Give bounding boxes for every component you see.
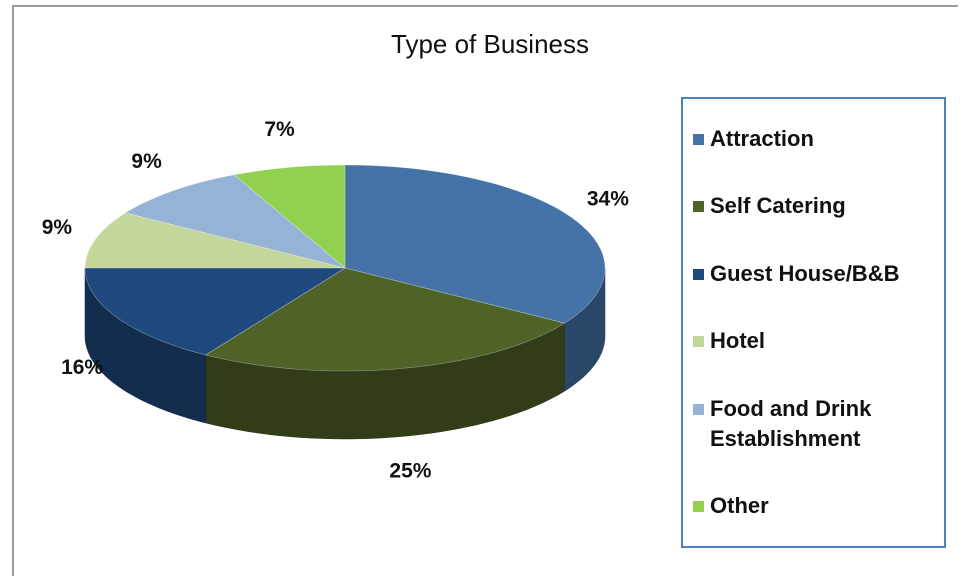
slice bbox=[233, 164, 346, 269]
legend-swatch bbox=[693, 201, 704, 213]
legend-swatch bbox=[693, 133, 704, 145]
legend-swatch bbox=[693, 336, 704, 348]
chart-title: Type of Business bbox=[391, 29, 589, 59]
data-label: 25% bbox=[389, 460, 431, 483]
legend-item: Food and Drink Establishment bbox=[693, 394, 944, 454]
chart-frame bbox=[12, 5, 958, 576]
legend-item: Guest House/B&B bbox=[693, 259, 944, 289]
slice bbox=[84, 267, 347, 356]
legend-label: Self Catering bbox=[710, 193, 846, 219]
legend-label: Attraction bbox=[710, 125, 814, 151]
legend-item: Attraction bbox=[693, 124, 944, 154]
legend-label: Other bbox=[710, 493, 769, 519]
legend-label: Food and Drink Establishment bbox=[710, 395, 872, 451]
slice bbox=[344, 164, 606, 324]
legend-swatch bbox=[693, 501, 704, 513]
legend-item: Hotel bbox=[693, 326, 944, 356]
legend-item: Other bbox=[693, 491, 944, 521]
data-label: 34% bbox=[587, 188, 629, 211]
legend-label: Guest House/B&B bbox=[710, 260, 900, 286]
legend-item: Self Catering bbox=[693, 191, 944, 221]
slice bbox=[124, 174, 346, 269]
data-label: 9% bbox=[131, 150, 162, 173]
legend-swatch bbox=[693, 268, 704, 280]
slice bbox=[84, 212, 346, 269]
data-label: 16% bbox=[61, 356, 103, 379]
legend-label: Hotel bbox=[710, 328, 765, 354]
legend: Attraction Self Catering Guest House/B&B Ho… bbox=[681, 97, 946, 548]
data-label: 7% bbox=[264, 118, 295, 141]
slice bbox=[204, 267, 566, 372]
slice-side bbox=[84, 267, 206, 424]
legend-swatch bbox=[693, 403, 704, 415]
data-label: 9% bbox=[42, 216, 73, 239]
